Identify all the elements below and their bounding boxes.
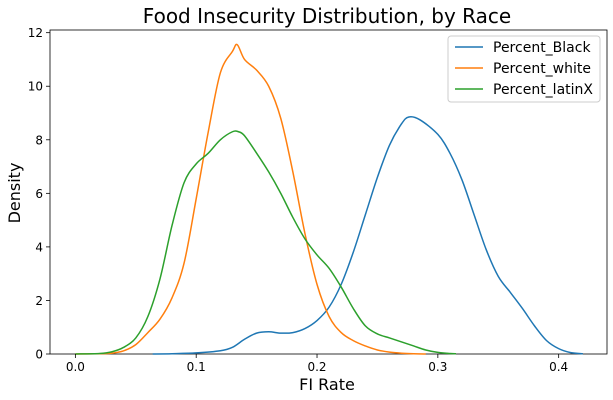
y-tick-label: 12 [28, 26, 43, 40]
x-tick-label: 0.1 [187, 360, 206, 374]
y-tick-label: 0 [35, 348, 43, 362]
y-tick-label: 6 [35, 187, 43, 201]
y-axis-label: Density [5, 163, 24, 224]
series-line-percent-white [75, 43, 426, 355]
legend-label-percent-black: Percent_Black [493, 40, 591, 56]
legend-label-percent-white: Percent_white [493, 61, 591, 77]
x-axis-label: FI Rate [299, 375, 355, 394]
x-axis: 0.0 0.1 0.2 0.3 0.4 [66, 354, 568, 374]
legend-box [447, 35, 601, 103]
y-axis: 0 2 4 6 8 10 12 [28, 26, 50, 362]
y-tick-label: 10 [28, 80, 43, 94]
x-tick-label: 0.3 [428, 360, 447, 374]
legend-label-percent-latinx: Percent_latinX [493, 82, 593, 98]
x-tick-label: 0.2 [307, 360, 326, 374]
series-line-percent-latinx [75, 130, 456, 355]
y-tick-label: 8 [35, 133, 43, 147]
plot-area [49, 29, 608, 355]
y-tick-label: 4 [35, 240, 43, 254]
x-tick-label: 0.0 [66, 360, 85, 374]
series-line-percent-black [152, 116, 583, 355]
legend: Percent_Black Percent_white Percent_latinX [447, 35, 601, 103]
chart-title: Food Insecurity Distribution, by Race [143, 4, 511, 28]
y-tick-label: 2 [35, 294, 43, 308]
plot-frame [49, 29, 608, 355]
x-tick-label: 0.4 [549, 360, 568, 374]
